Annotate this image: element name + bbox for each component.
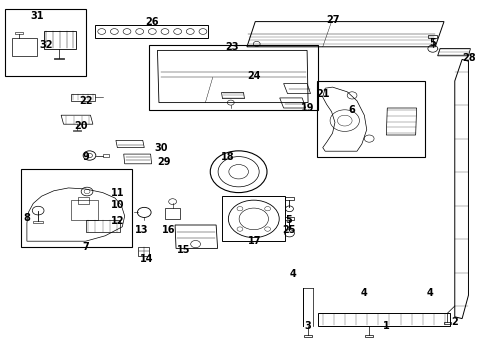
Bar (5, 9, 85, 76)
Text: 30: 30 (154, 143, 168, 153)
Text: 16: 16 (162, 225, 175, 235)
Text: 9: 9 (82, 152, 89, 162)
Text: 6: 6 (348, 105, 355, 115)
Text: 25: 25 (281, 225, 295, 235)
Bar (165, 208, 180, 219)
Text: 32: 32 (40, 40, 53, 50)
Text: 28: 28 (462, 53, 475, 63)
Text: 29: 29 (157, 157, 170, 167)
Text: 27: 27 (325, 15, 339, 25)
Text: 20: 20 (74, 121, 87, 131)
Bar (71, 200, 98, 220)
Text: 2: 2 (450, 317, 457, 327)
Bar (138, 247, 149, 256)
Text: 15: 15 (176, 245, 190, 255)
Text: 7: 7 (82, 242, 89, 252)
Bar (317, 313, 449, 326)
Bar (20, 169, 132, 247)
Text: 12: 12 (110, 216, 124, 226)
Bar (149, 45, 317, 110)
Text: 5: 5 (428, 38, 435, 48)
Text: 1: 1 (382, 321, 389, 331)
Text: 5: 5 (285, 215, 291, 225)
Text: 14: 14 (140, 254, 153, 264)
Text: 19: 19 (301, 103, 314, 113)
Text: 3: 3 (304, 321, 311, 331)
Text: 11: 11 (110, 188, 124, 198)
Bar (222, 196, 284, 241)
Bar (12, 38, 37, 56)
Bar (95, 25, 207, 38)
Bar (44, 31, 76, 49)
Bar (316, 81, 425, 157)
Text: 24: 24 (247, 71, 261, 81)
Text: 4: 4 (426, 288, 433, 298)
Bar (78, 197, 89, 204)
Text: 22: 22 (79, 96, 92, 106)
Text: 17: 17 (247, 236, 261, 246)
Text: 31: 31 (30, 11, 43, 21)
Text: 4: 4 (289, 269, 296, 279)
Text: 13: 13 (135, 225, 148, 235)
Text: 10: 10 (110, 200, 124, 210)
Text: 26: 26 (144, 17, 158, 27)
Text: 8: 8 (23, 213, 30, 223)
Text: 18: 18 (220, 152, 234, 162)
Text: 4: 4 (360, 288, 367, 298)
Text: 23: 23 (225, 42, 239, 52)
Bar (85, 220, 120, 232)
Text: 21: 21 (315, 89, 329, 99)
